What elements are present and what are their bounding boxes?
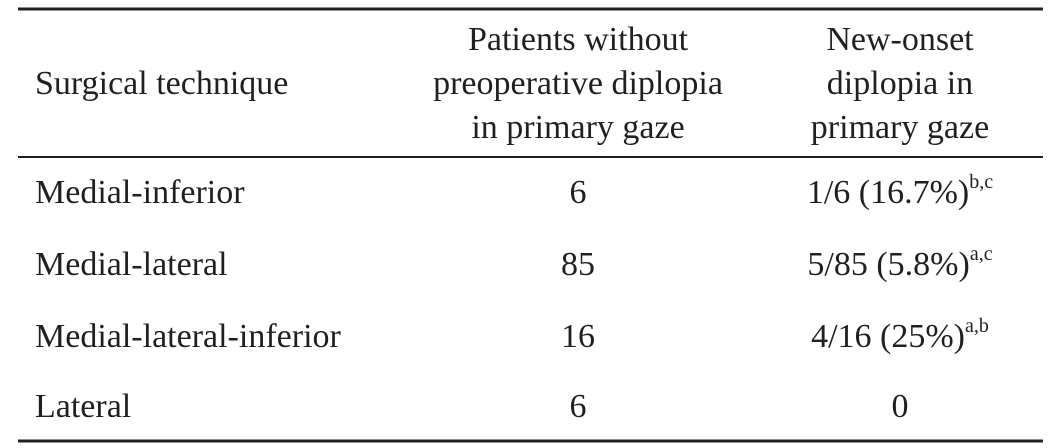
- cell-text: Medial-lateral: [35, 246, 228, 283]
- cell-text: 0: [892, 388, 909, 425]
- cell-text: 5/85 (5.8%): [807, 246, 969, 283]
- header-cell: in primary gaze: [471, 109, 684, 146]
- header-cell: preoperative diplopia: [433, 65, 723, 102]
- table-cell: Lateral: [35, 388, 131, 425]
- table-cell: Medial-lateral: [35, 246, 228, 283]
- cell-text: 4/16 (25%): [811, 318, 965, 355]
- cell-text: 6: [570, 174, 587, 211]
- table-cell: 0: [892, 388, 909, 425]
- table-cell: Medial-lateral-inferior: [35, 318, 342, 355]
- cell-text: Medial-lateral-inferior: [35, 318, 342, 355]
- cell-text: 6: [570, 388, 587, 425]
- superscript: a,b: [965, 315, 989, 337]
- header-cell: Patients without: [468, 21, 689, 58]
- table-cell: 1/6 (16.7%)b,c: [807, 171, 993, 211]
- cell-text: 85: [561, 246, 595, 283]
- superscript: b,c: [969, 171, 993, 193]
- table-cell: 85: [561, 246, 595, 283]
- header-cell: diplopia in: [827, 65, 973, 102]
- cell-text: Lateral: [35, 388, 131, 425]
- header-cell: primary gaze: [811, 109, 989, 146]
- header-cell: Surgical technique: [35, 65, 288, 102]
- table-cell: 4/16 (25%)a,b: [811, 315, 989, 355]
- table-cell: 16: [561, 318, 595, 355]
- superscript: a,c: [970, 243, 993, 265]
- cell-text: 1/6 (16.7%): [807, 174, 969, 211]
- table-cell: Medial-inferior: [35, 174, 245, 211]
- cell-text: Medial-inferior: [35, 174, 245, 211]
- table-cell: 6: [570, 388, 587, 425]
- table-cell: 6: [570, 174, 587, 211]
- cell-text: 16: [561, 318, 595, 355]
- header-cell: New-onset: [826, 21, 974, 58]
- table-cell: 5/85 (5.8%)a,c: [807, 243, 992, 283]
